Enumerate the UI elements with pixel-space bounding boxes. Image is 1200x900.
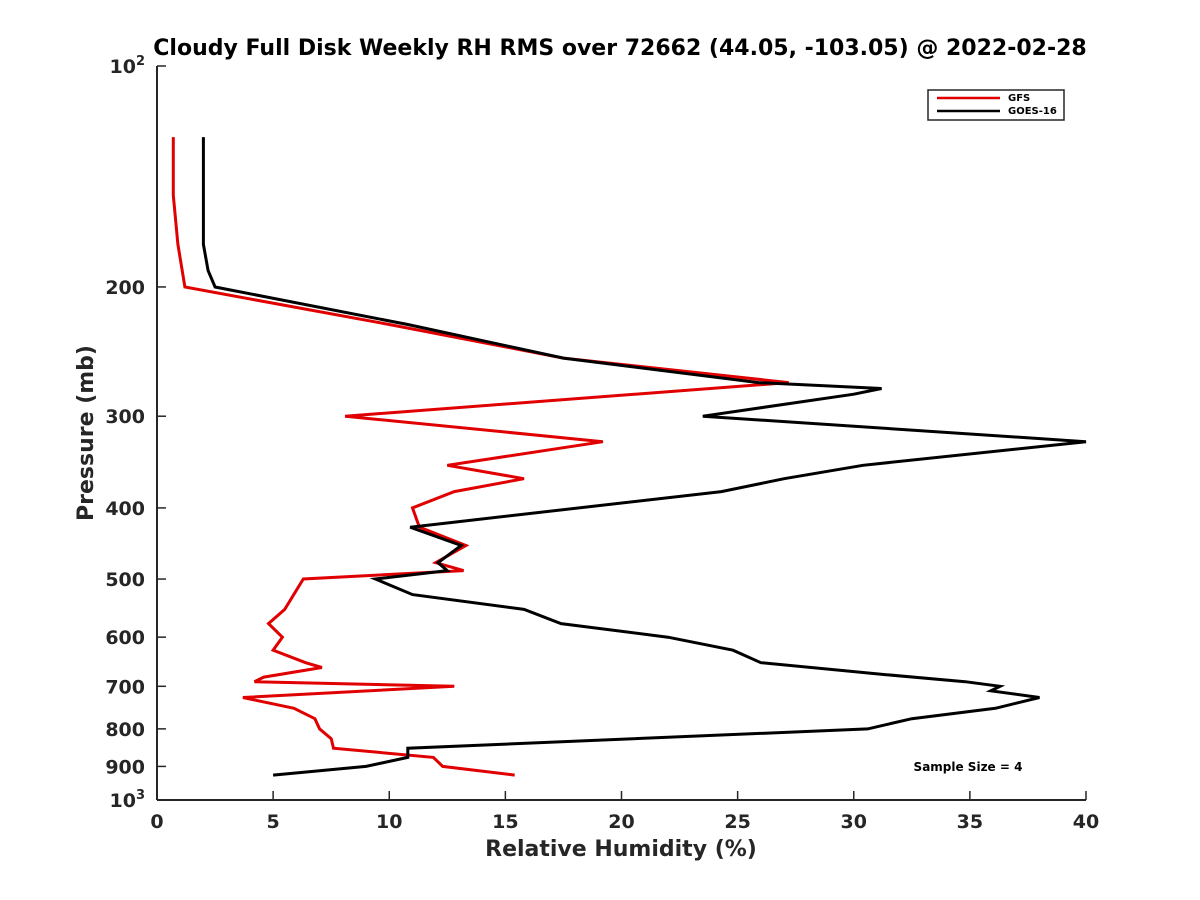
legend: GFS GOES-16 [927, 89, 1065, 121]
x-axis-label: Relative Humidity (%) [485, 837, 757, 862]
y-tick-label: 103 [110, 788, 146, 812]
x-tick-label: 15 [492, 811, 518, 833]
y-tick-label: 300 [105, 406, 145, 428]
y-tick-label: 400 [105, 498, 145, 520]
legend-label-goes16: GOES-16 [1008, 106, 1057, 117]
y-tick-label: 200 [105, 277, 145, 299]
x-tick-label: 30 [841, 811, 867, 833]
series-line-gfs [171, 137, 789, 777]
x-tick-label: 40 [1073, 811, 1099, 833]
chart-title: Cloudy Full Disk Weekly RH RMS over 7266… [153, 36, 1086, 61]
y-tick-label: 600 [105, 627, 145, 649]
x-tick-label: 35 [957, 811, 983, 833]
y-tick-label: 900 [105, 756, 145, 778]
y-tick-label: 700 [105, 676, 145, 698]
x-tick-label: 25 [724, 811, 750, 833]
x-tick-label: 5 [267, 811, 280, 833]
x-axis-ticks: 0 5 10 15 20 25 30 35 40 [150, 791, 1099, 833]
y-axis-ticks: 102 200 300 400 500 600 700 800 900 103 [105, 54, 166, 812]
x-tick-label: 10 [376, 811, 402, 833]
x-tick-label: 20 [608, 811, 634, 833]
y-tick-label: 500 [105, 569, 145, 591]
y-axis-label: Pressure (mb) [74, 345, 99, 521]
legend-label-gfs: GFS [1008, 93, 1030, 104]
y-tick-label: 102 [110, 54, 146, 78]
y-tick-label: 800 [105, 719, 145, 741]
legend-box [927, 89, 1065, 121]
series-lines [171, 137, 1087, 777]
x-tick-label: 0 [150, 811, 163, 833]
series-line-goes16 [201, 137, 1087, 777]
sample-size-annotation: Sample Size = 4 [914, 760, 1023, 774]
